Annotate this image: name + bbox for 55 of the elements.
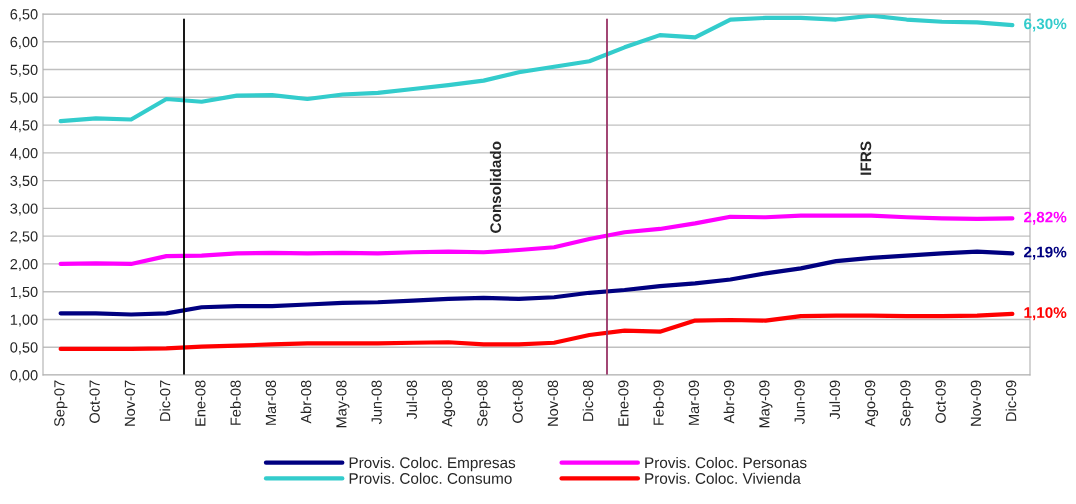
legend-label: Provis. Coloc. Consumo (349, 472, 512, 484)
line-series (58, 311, 1015, 351)
x-tick-label: Jul-09 (829, 380, 841, 420)
y-tick-label: 6,00 (10, 36, 38, 49)
y-tick-label: 4,50 (10, 120, 38, 133)
annotation: IFRS (860, 141, 872, 175)
x-tick-label: Oct-07 (89, 380, 100, 423)
line-series (58, 14, 1015, 124)
x-tick-label: Dic-09 (1005, 380, 1017, 421)
x-tick-label: Jun-09 (794, 380, 805, 425)
y-tick-label: 2,00 (10, 259, 38, 272)
x-tick-label: Nov-07 (124, 380, 136, 426)
y-tick-label: 5,50 (10, 64, 38, 77)
x-tick-label: Ene-08 (195, 380, 206, 426)
x-tick-label: Mar-08 (265, 380, 277, 425)
y-tick-label: 2,50 (10, 231, 38, 244)
legend-label: Provis. Coloc. Vivienda (645, 472, 801, 484)
data-label: 2,82% (1024, 211, 1067, 225)
line-series (58, 249, 1015, 317)
x-tick-label: Feb-09 (653, 380, 664, 425)
x-tick-label: May-08 (336, 380, 350, 428)
x-tick-label: Abr-09 (723, 380, 735, 424)
data-label: 1,10% (1024, 307, 1067, 321)
y-tick-label: 4,00 (10, 147, 38, 160)
x-tick-label: Abr-08 (300, 380, 312, 424)
x-tick-label: Oct-09 (935, 380, 946, 423)
x-tick-label: May-09 (759, 380, 773, 428)
y-tick-label: 3,00 (10, 203, 38, 216)
x-tick-label: Oct-08 (512, 380, 523, 423)
x-tick-label: Nov-09 (970, 380, 982, 426)
annotation: Consolidado (489, 141, 502, 233)
x-tick-label: Feb-08 (230, 380, 241, 425)
y-tick-label: 0,50 (10, 342, 38, 355)
x-tick-label: Mar-09 (688, 380, 700, 425)
x-tick-label: Dic-07 (159, 380, 171, 421)
y-tick-label: 5,00 (10, 92, 38, 105)
y-tick-label: 1,50 (10, 286, 38, 299)
y-tick-label: 6,50 (10, 9, 38, 22)
legend-label: Provis. Coloc. Empresas (349, 456, 516, 472)
x-tick-label: Ago-09 (864, 380, 879, 427)
x-tick-label: Ago-08 (441, 380, 456, 427)
x-tick-label: Sep-07 (54, 380, 68, 427)
legend-label: Provis. Coloc. Personas (645, 456, 807, 469)
x-tick-label: Jun-08 (371, 380, 382, 425)
x-tick-label: Dic-08 (582, 380, 594, 421)
y-tick-label: 1,00 (10, 314, 38, 327)
x-tick-label: Sep-09 (900, 380, 914, 427)
y-tick-label: 3,50 (10, 175, 38, 188)
data-label: 6,30% (1024, 18, 1067, 32)
x-tick-label: Ene-09 (618, 380, 629, 426)
x-tick-label: Jul-08 (406, 380, 418, 420)
x-tick-label: Sep-08 (477, 380, 491, 427)
y-tick-label: 0,00 (10, 370, 38, 383)
data-label: 2,19% (1024, 246, 1067, 260)
x-tick-label: Nov-08 (547, 380, 559, 426)
